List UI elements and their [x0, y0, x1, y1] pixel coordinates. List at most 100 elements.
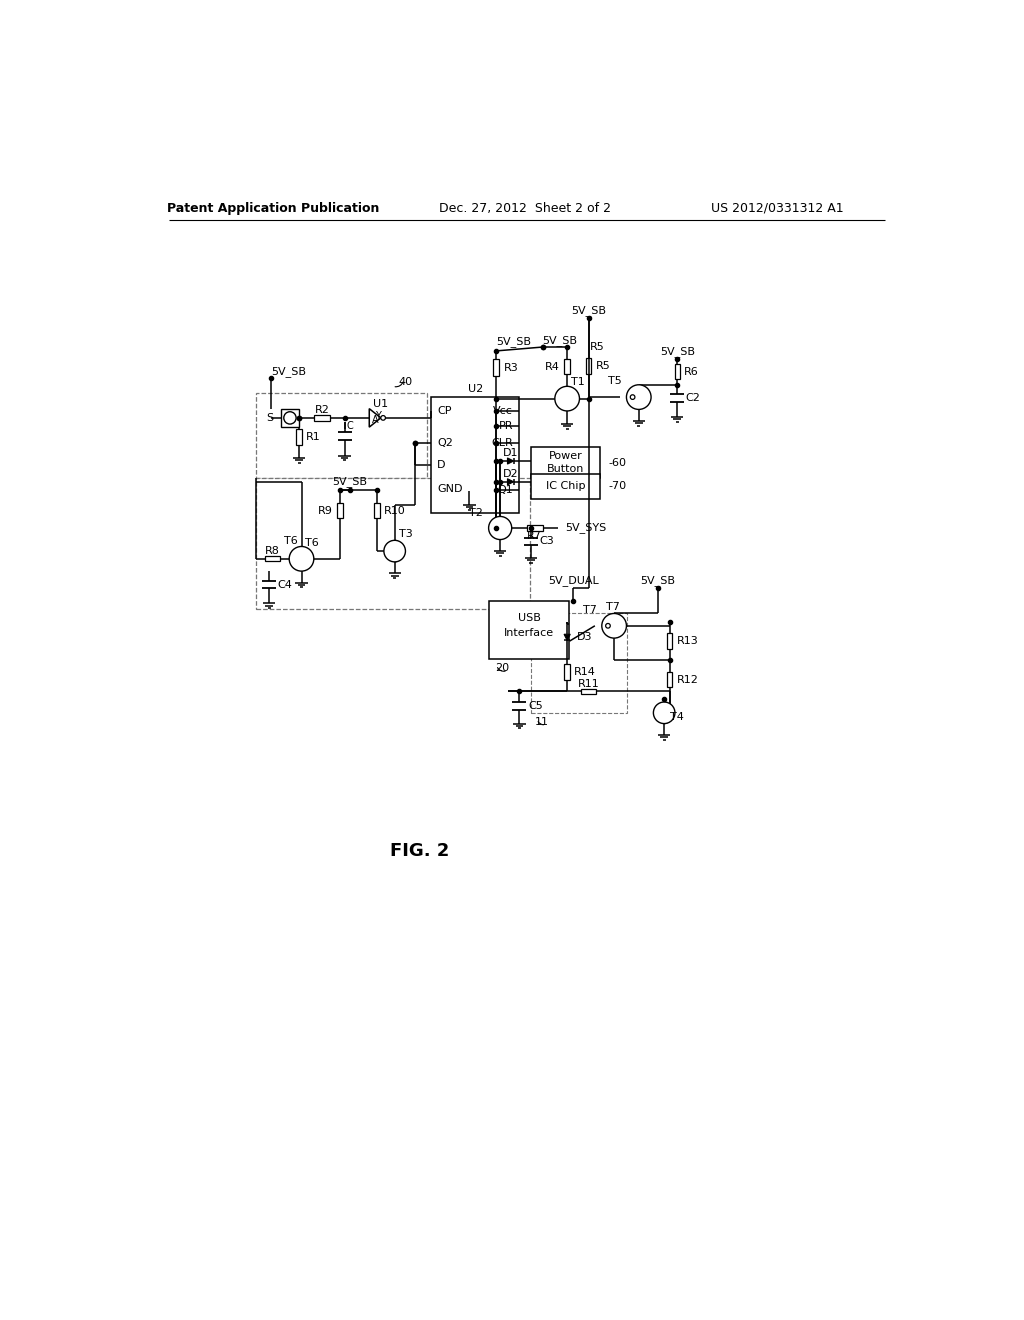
Text: R1: R1	[306, 432, 321, 442]
Text: 5V_SB: 5V_SB	[571, 305, 606, 317]
Circle shape	[289, 546, 313, 572]
Text: 5V_SB: 5V_SB	[333, 477, 368, 487]
Bar	[488, 601, 569, 659]
Circle shape	[384, 540, 406, 562]
Circle shape	[631, 395, 635, 400]
Text: C4: C4	[278, 579, 293, 590]
Bar	[265, 556, 281, 561]
Text: US 2012/0331312 A1: US 2012/0331312 A1	[711, 202, 844, 215]
Bar	[564, 664, 569, 680]
Text: Button: Button	[547, 463, 585, 474]
Text: R5: R5	[590, 342, 605, 351]
Text: R8: R8	[265, 546, 280, 556]
Bar	[297, 429, 302, 445]
Polygon shape	[564, 635, 570, 640]
Text: Interface: Interface	[504, 628, 554, 639]
Text: R9: R9	[318, 506, 333, 516]
Bar	[374, 503, 380, 519]
Circle shape	[555, 387, 580, 411]
Text: T5: T5	[608, 376, 622, 385]
Text: C5: C5	[528, 701, 543, 711]
Text: R13: R13	[677, 636, 698, 647]
Text: T1: T1	[571, 378, 585, 388]
Text: T7: T7	[584, 605, 597, 615]
Text: T2: T2	[469, 508, 483, 517]
Bar	[314, 416, 330, 421]
Text: CP: CP	[437, 407, 452, 416]
Bar	[494, 359, 500, 376]
Text: R11: R11	[578, 678, 600, 689]
Bar	[667, 634, 672, 649]
Text: D: D	[437, 459, 445, 470]
Text: Q2: Q2	[437, 438, 453, 449]
Bar	[337, 503, 343, 519]
Bar	[531, 474, 600, 499]
Bar	[281, 409, 299, 428]
Text: 5V_SB: 5V_SB	[543, 335, 578, 346]
Text: T3: T3	[398, 529, 413, 539]
Text: R6: R6	[684, 367, 699, 376]
Text: CLR: CLR	[492, 438, 513, 449]
Text: 5V_SB: 5V_SB	[640, 576, 676, 586]
Text: 5V_DUAL: 5V_DUAL	[548, 576, 599, 586]
Circle shape	[284, 412, 296, 424]
Text: 40: 40	[398, 376, 413, 387]
Text: GND: GND	[437, 484, 463, 495]
Bar	[256, 478, 530, 609]
Text: Patent Application Publication: Patent Application Publication	[167, 202, 379, 215]
Text: -60: -60	[608, 458, 626, 467]
Text: T6: T6	[305, 537, 319, 548]
Bar	[586, 358, 592, 374]
Text: 20: 20	[495, 663, 509, 673]
Text: 11: 11	[535, 717, 549, 727]
Text: R7: R7	[527, 531, 543, 541]
Text: R12: R12	[677, 675, 698, 685]
Text: T7: T7	[605, 602, 620, 612]
Text: IC Chip: IC Chip	[546, 482, 586, 491]
Bar	[581, 689, 596, 694]
Text: S: S	[266, 413, 273, 422]
Text: 5V_SB: 5V_SB	[497, 337, 531, 347]
Polygon shape	[370, 409, 381, 428]
Text: U2: U2	[468, 384, 482, 393]
Circle shape	[627, 385, 651, 409]
Text: R4: R4	[546, 362, 560, 372]
Circle shape	[488, 516, 512, 540]
Text: 5V_SB: 5V_SB	[659, 346, 694, 358]
Text: R14: R14	[574, 667, 596, 677]
Bar	[531, 447, 600, 478]
Text: FIG. 2: FIG. 2	[389, 842, 449, 861]
Circle shape	[653, 702, 675, 723]
Bar	[431, 397, 519, 512]
Text: -70: -70	[608, 482, 626, 491]
Text: USB: USB	[517, 612, 541, 623]
Text: 5V_SYS: 5V_SYS	[565, 523, 607, 533]
Text: C: C	[347, 421, 353, 430]
Bar	[256, 393, 427, 478]
Text: R10: R10	[384, 506, 406, 516]
Text: T4: T4	[671, 711, 684, 722]
Bar	[527, 525, 543, 531]
Polygon shape	[508, 479, 514, 484]
Text: Power: Power	[549, 451, 583, 462]
Text: A: A	[372, 416, 379, 425]
Text: Q1: Q1	[498, 484, 513, 495]
Text: D1: D1	[503, 449, 518, 458]
Bar	[667, 672, 672, 688]
Text: PR: PR	[499, 421, 513, 432]
Text: R5: R5	[596, 360, 610, 371]
Text: Y: Y	[375, 411, 381, 421]
Bar	[531, 612, 628, 713]
Circle shape	[602, 614, 627, 638]
Circle shape	[381, 416, 385, 420]
Bar	[675, 364, 680, 379]
Text: U1: U1	[373, 399, 388, 409]
Text: C2: C2	[686, 393, 700, 403]
Text: C3: C3	[540, 536, 554, 546]
Text: D2: D2	[503, 469, 518, 479]
Text: Dec. 27, 2012  Sheet 2 of 2: Dec. 27, 2012 Sheet 2 of 2	[439, 202, 610, 215]
Text: R3: R3	[504, 363, 519, 372]
Text: Vcc: Vcc	[494, 407, 513, 416]
Bar	[564, 359, 569, 375]
Text: R2: R2	[314, 405, 330, 416]
